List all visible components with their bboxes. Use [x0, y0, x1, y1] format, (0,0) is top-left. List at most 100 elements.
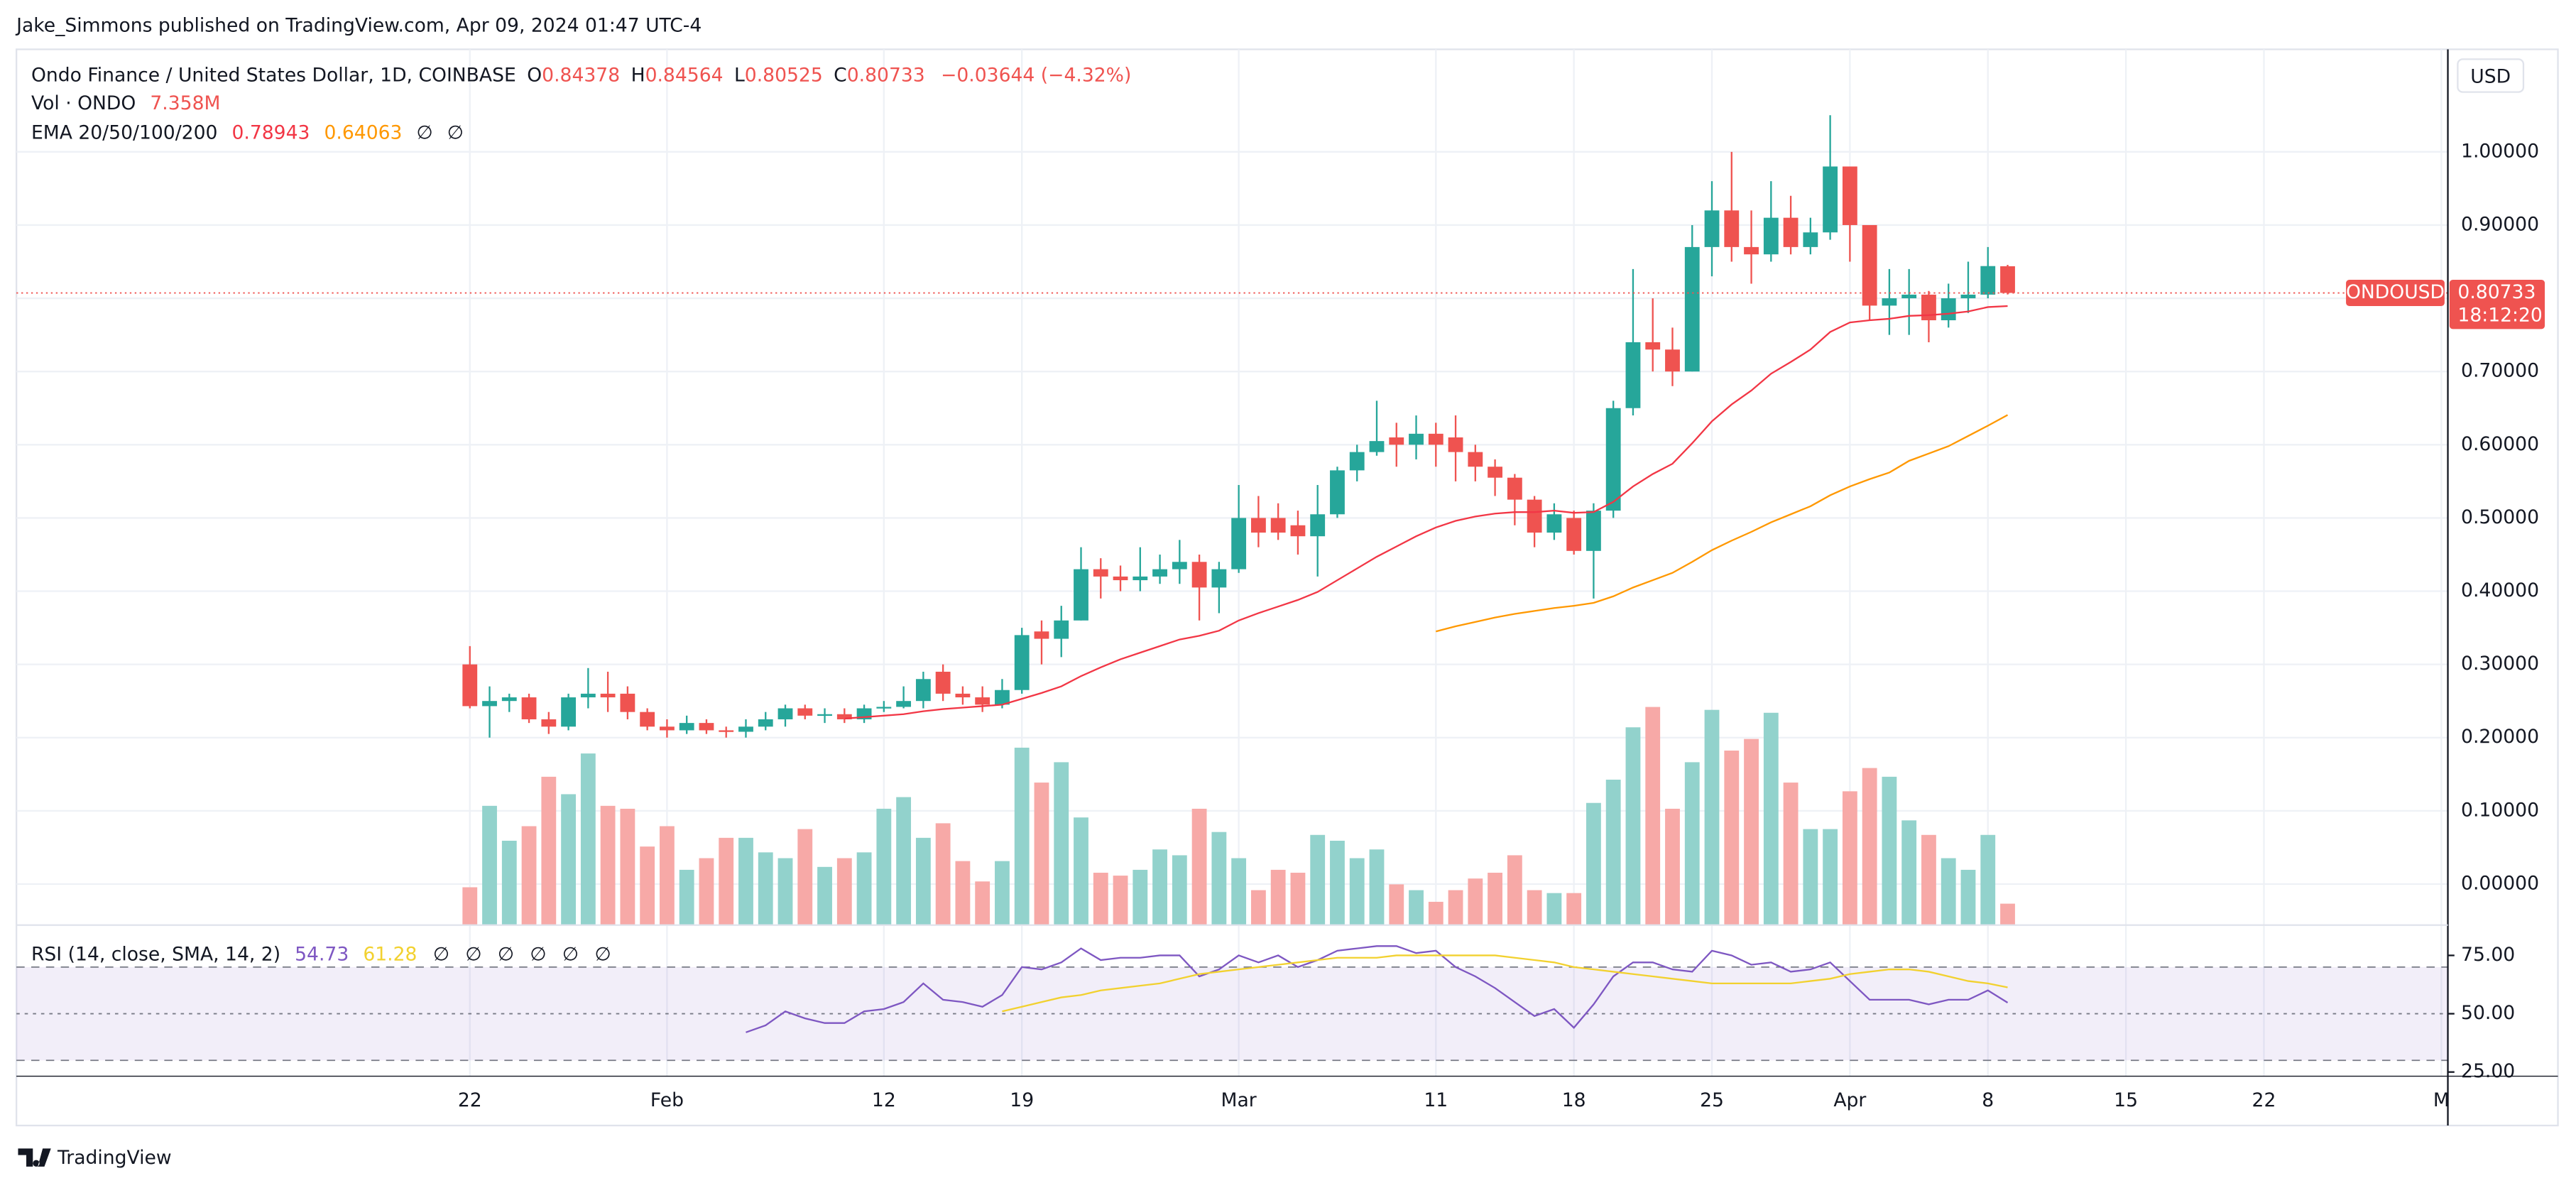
candle-body: [1152, 569, 1167, 577]
volume-bar: [1684, 762, 1700, 925]
volume-bar: [758, 852, 773, 925]
rsi-na: ∅: [498, 943, 514, 965]
candle-body: [600, 693, 616, 698]
volume-bar: [660, 826, 675, 925]
candle-body: [501, 697, 517, 702]
candle-body: [1546, 514, 1562, 533]
candle-body: [975, 697, 990, 705]
candle-body: [915, 679, 931, 702]
candle-body: [1783, 217, 1799, 247]
candle-body: [1349, 452, 1365, 471]
rsi-na: ∅: [594, 943, 611, 965]
volume-bar: [995, 861, 1010, 925]
candle-body: [1270, 518, 1286, 533]
candle-body: [1488, 467, 1503, 478]
candle-body: [1409, 433, 1424, 445]
open-value: 0.84378: [542, 64, 620, 86]
symbol: Ondo Finance / United States Dollar, 1D,…: [31, 64, 516, 86]
legend-ema: EMA 20/50/100/200 0.78943 0.64063 ∅ ∅: [31, 121, 464, 143]
x-tick-label: 11: [1424, 1089, 1448, 1111]
candle-body: [561, 697, 576, 727]
volume-bar: [1488, 873, 1503, 925]
ema20-value: 0.78943: [231, 121, 310, 143]
x-tick-label: Apr: [1833, 1089, 1866, 1111]
volume-bar: [2000, 903, 2015, 925]
volume-bar: [1133, 869, 1148, 925]
volume-bar: [1290, 873, 1306, 925]
candle-body: [679, 723, 694, 731]
chart-frame: [15, 48, 2559, 1127]
candle-body: [738, 726, 753, 732]
candle-body: [1586, 511, 1601, 551]
volume-bar: [1645, 707, 1661, 925]
x-tick-label: M: [2433, 1089, 2450, 1111]
candle-body: [699, 723, 714, 731]
candle-body: [1507, 477, 1522, 500]
candle-body: [1034, 631, 1049, 639]
volume-bar: [975, 881, 990, 925]
volume-bar: [955, 861, 971, 925]
candle-body: [1605, 408, 1621, 511]
publisher-note: Jake_Simmons published on TradingView.co…: [15, 15, 702, 37]
volume-bar: [1034, 783, 1049, 925]
volume-bar: [1546, 893, 1562, 925]
x-tick-label: 12: [872, 1089, 896, 1111]
volume-bar: [501, 840, 517, 925]
y-tick-label: 0.30000: [2461, 653, 2539, 675]
legend-main: Ondo Finance / United States Dollar, 1D,…: [31, 64, 1131, 86]
x-tick-label: 8: [1982, 1089, 1994, 1111]
volume-bar: [1191, 808, 1207, 925]
candle-body: [1448, 437, 1463, 452]
candle-body: [1744, 246, 1759, 255]
volume-bar: [521, 826, 537, 925]
rsi-na: ∅: [562, 943, 579, 965]
volume-bar: [1744, 739, 1759, 925]
candle-body: [777, 708, 793, 719]
volume-bar: [1270, 869, 1286, 925]
x-tick-label: 19: [1010, 1089, 1034, 1111]
volume-bar: [1428, 901, 1443, 925]
volume-bar: [1211, 832, 1227, 925]
volume-bar: [915, 837, 931, 925]
candle-body: [462, 664, 478, 707]
candle-body: [1665, 349, 1680, 372]
volume-bar: [1389, 884, 1404, 925]
ticker-tag-box: [2346, 280, 2445, 307]
low-value: 0.80525: [745, 64, 823, 86]
candle-body: [876, 707, 892, 709]
volume-bar: [1960, 869, 1976, 925]
ohlc-letter: H: [631, 64, 645, 86]
rsi-name: RSI (14, close, SMA, 14, 2): [31, 943, 280, 965]
currency-box: [2457, 58, 2525, 93]
candle-body: [1882, 298, 1897, 306]
ema-line: [1436, 414, 2009, 633]
candle-body: [1428, 433, 1443, 445]
volume-bar: [836, 858, 852, 925]
brand-name: TradingView: [57, 1147, 172, 1169]
candle-body: [1527, 499, 1542, 533]
ohlc-letter: O: [527, 64, 542, 86]
candle-body: [1625, 342, 1641, 408]
volume-bar: [1093, 873, 1108, 925]
x-tick-label: Mar: [1221, 1089, 1257, 1111]
volume-bar: [462, 887, 478, 925]
plot-layer: 22 Feb 12 19 Mar 11 18 25 Apr 8 15 22 M 0.00000 0.1000…: [16, 49, 2539, 1111]
volume-bar: [1783, 783, 1799, 925]
rsi-sma-value: 61.28: [363, 943, 417, 965]
volume-bar: [1882, 776, 1897, 925]
volume-bar: [600, 805, 616, 925]
ema-na: ∅: [417, 121, 433, 143]
volume-name: Vol · ONDO: [31, 92, 136, 114]
candle-body: [1231, 518, 1247, 570]
candle-body: [1862, 224, 1877, 306]
volume-bar: [738, 837, 753, 925]
volume-bar: [1980, 834, 1996, 925]
brand-logo: TradingView: [18, 1147, 172, 1169]
volume-bar: [1527, 890, 1542, 925]
volume-bar: [1901, 820, 1917, 925]
volume-bar: [1014, 747, 1030, 925]
candle-body: [620, 693, 635, 712]
